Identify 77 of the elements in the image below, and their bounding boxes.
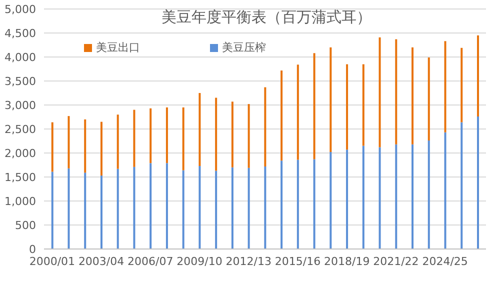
bar (166, 107, 168, 164)
bar (296, 160, 299, 249)
x-tick-label: 2006/07 (128, 254, 174, 268)
bar (444, 132, 446, 249)
bar (116, 114, 119, 169)
y-tick-label: 500 (15, 218, 36, 232)
bar (68, 116, 70, 168)
bar (100, 122, 102, 176)
bar (100, 176, 102, 249)
bar (215, 98, 218, 171)
bar (264, 166, 266, 249)
bar (198, 166, 201, 249)
bar (248, 104, 250, 168)
bar (346, 64, 348, 150)
bar (313, 159, 316, 249)
bar (362, 64, 364, 146)
bar (264, 87, 266, 166)
bar (133, 110, 136, 167)
bar (444, 41, 446, 132)
y-tick-label: 2,500 (4, 122, 36, 136)
bar (460, 48, 463, 122)
bar (395, 144, 398, 249)
bar (412, 144, 414, 249)
y-tick-label: 3,000 (4, 98, 36, 112)
bar (84, 119, 86, 173)
bar (476, 116, 479, 249)
bar (51, 122, 54, 172)
bar (362, 146, 364, 249)
y-tick-label: 4,000 (4, 50, 36, 64)
legend-label: 美豆压榨 (222, 41, 266, 54)
y-tick-label: 1,500 (4, 170, 36, 184)
bar (68, 168, 70, 249)
x-tick-label: 2003/04 (78, 254, 124, 268)
bar (346, 150, 348, 249)
bar (133, 166, 136, 249)
bar (330, 47, 332, 152)
y-tick-label: 2,000 (4, 146, 36, 160)
bar (460, 122, 463, 249)
x-tick-label: 2015/16 (274, 254, 321, 268)
bar (231, 167, 234, 249)
bar (428, 57, 430, 141)
bar (166, 163, 168, 249)
legend-label: 美豆出口 (96, 41, 140, 54)
bar (476, 35, 479, 117)
x-tick-label: 2000/01 (29, 254, 76, 268)
bar (428, 140, 430, 249)
bar (84, 172, 86, 249)
bar (231, 102, 234, 168)
bar (280, 70, 283, 161)
bar (215, 170, 218, 249)
x-tick-label: 2018/19 (324, 254, 370, 268)
bar (182, 170, 184, 249)
bar (116, 168, 119, 249)
bar (296, 64, 299, 160)
bar (412, 47, 414, 144)
bar (395, 39, 398, 144)
y-tick-label: 4,500 (4, 26, 36, 40)
bar (182, 107, 184, 170)
x-tick-label: 2009/10 (176, 254, 222, 268)
bar (378, 147, 381, 249)
bar (150, 108, 152, 164)
y-tick-label: 3,500 (4, 74, 36, 88)
bar (280, 160, 283, 249)
bar (248, 168, 250, 249)
bar (330, 152, 332, 249)
bar (150, 163, 152, 249)
bar (51, 172, 54, 249)
bar (378, 37, 381, 148)
y-tick-label: 0 (29, 242, 36, 256)
y-tick-label: 5,000 (4, 2, 36, 16)
y-tick-label: 1,000 (4, 194, 36, 208)
x-tick-label: 2021/22 (373, 254, 419, 268)
bar (198, 93, 201, 166)
x-tick-label: 2012/13 (226, 254, 272, 268)
chart-title: 美豆年度平衡表（百万蒲式耳） (160, 8, 372, 27)
x-tick-label: 2024/25 (422, 254, 468, 268)
bar (313, 53, 316, 160)
